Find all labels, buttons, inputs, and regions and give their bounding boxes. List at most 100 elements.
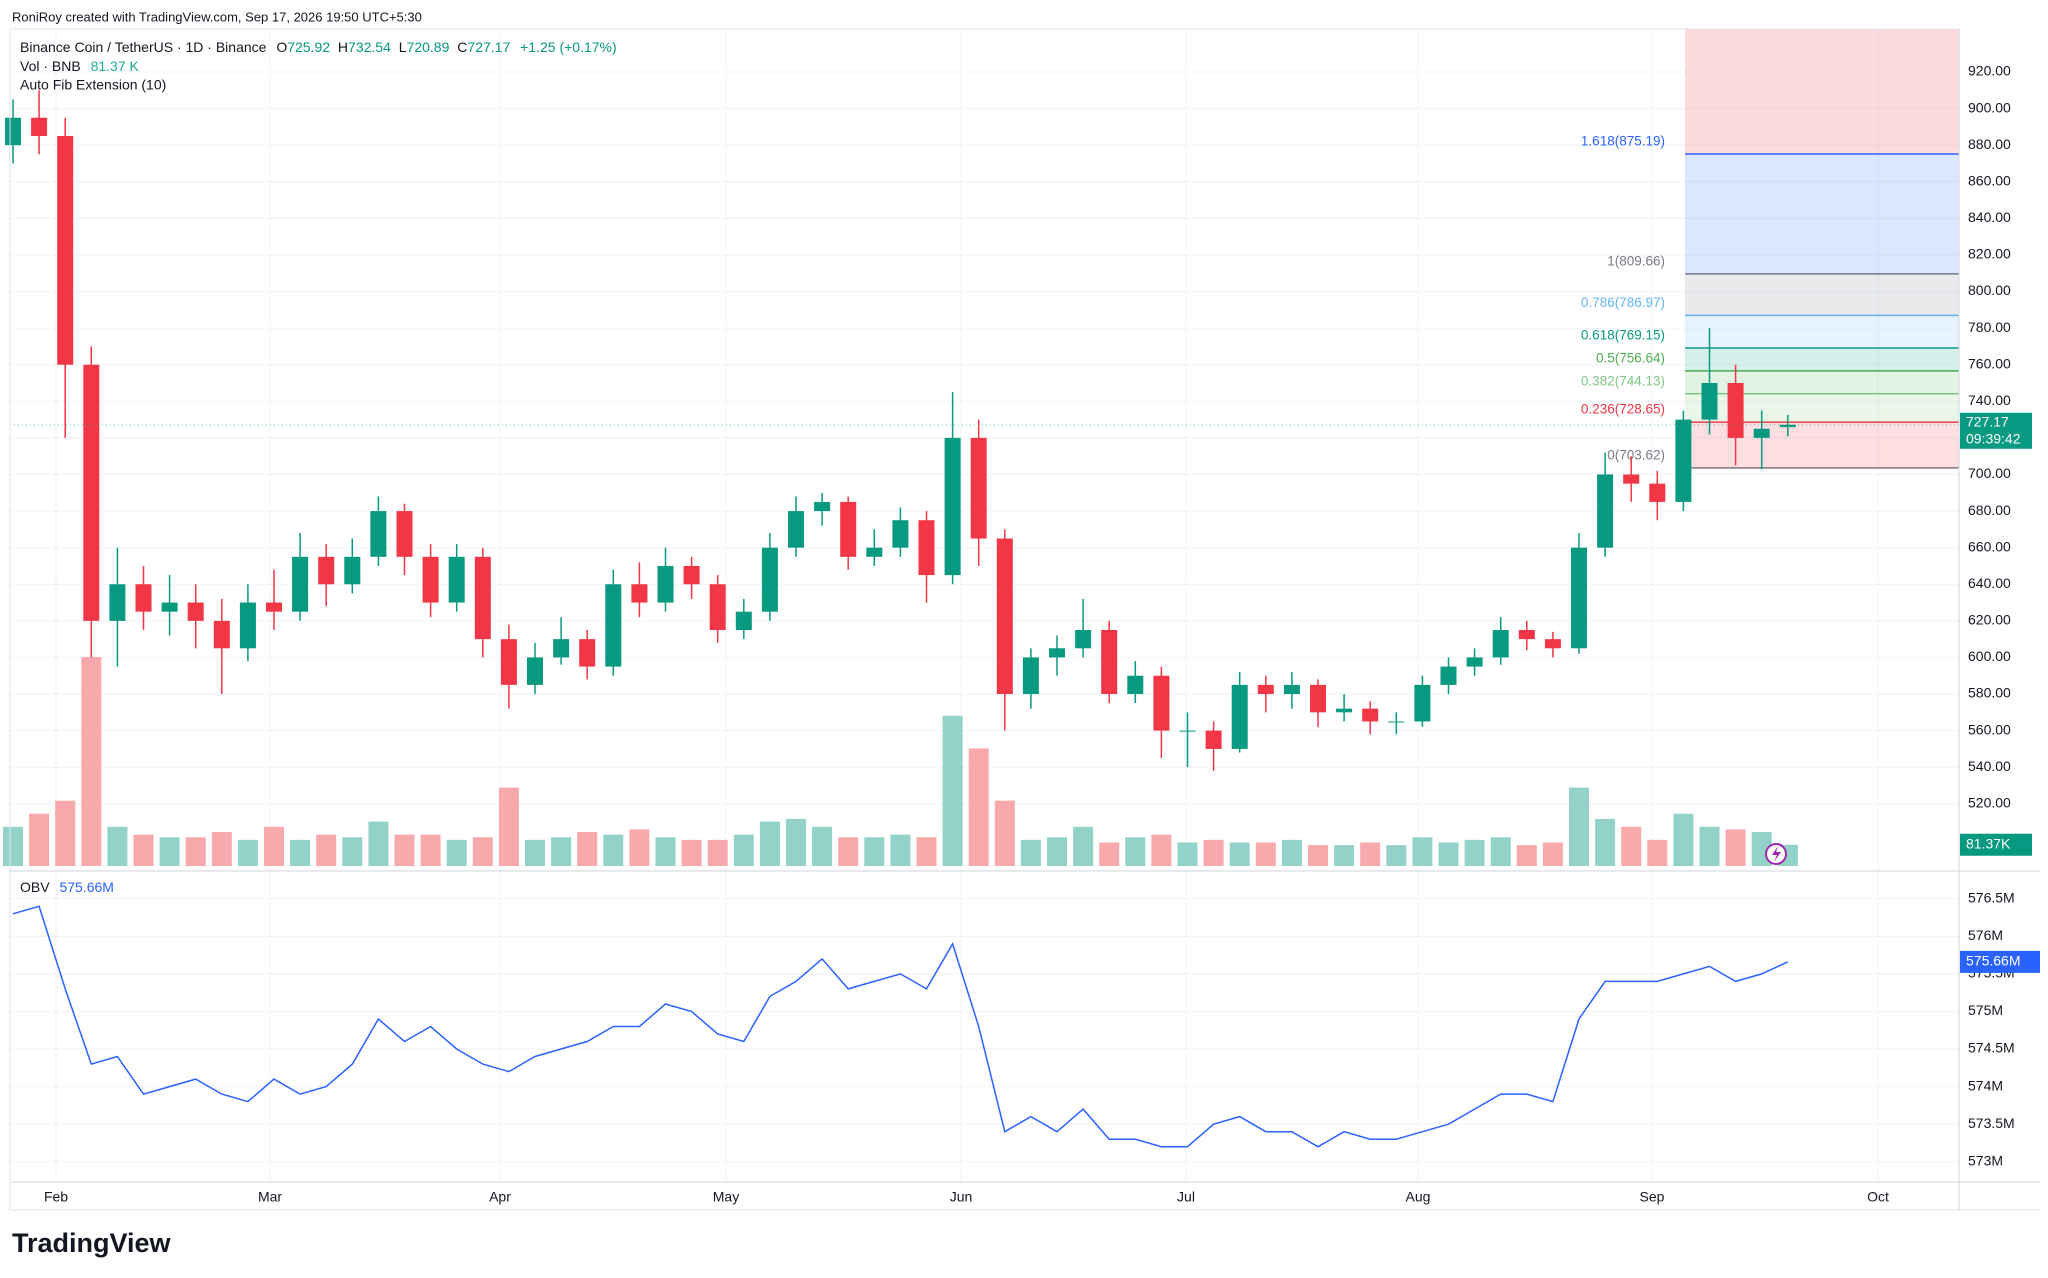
volume-bar — [1542, 842, 1563, 866]
obv-tag-label: 575.66M — [1966, 953, 2020, 969]
candle-body — [1492, 629, 1509, 658]
candle-body — [1179, 730, 1196, 732]
y-tick-label: 800.00 — [1968, 282, 2011, 298]
volume-bar — [237, 839, 258, 866]
volume-bar — [551, 837, 572, 866]
volume-bar — [1308, 845, 1328, 866]
fib-zone — [1685, 29, 1959, 154]
volume-bar — [786, 818, 806, 866]
candle-body — [918, 520, 935, 576]
candle-body — [1544, 639, 1561, 649]
volume-bar — [81, 657, 102, 866]
candle-body — [239, 602, 256, 649]
y-tick-label: 640.00 — [1968, 575, 2011, 591]
fib-zone — [1685, 370, 1959, 394]
last-price-tag — [1960, 412, 2032, 449]
y-tick-label: 900.00 — [1968, 99, 2011, 115]
x-tick-label: Oct — [1867, 1189, 1889, 1205]
candle-body — [187, 602, 204, 621]
change: +1.25 (+0.17%) — [520, 39, 617, 55]
y-tick-label: 820.00 — [1968, 246, 2011, 262]
volume-bar — [1673, 813, 1694, 866]
volume-bar — [1464, 839, 1485, 866]
volume-bar — [211, 832, 232, 866]
candle-body — [83, 364, 100, 621]
fib-zone — [1685, 347, 1959, 371]
candle-body — [1101, 629, 1118, 695]
fib-zone — [1685, 393, 1959, 423]
volume-bar — [1177, 842, 1198, 866]
candle-body — [213, 620, 230, 649]
fib-level-label: 0(703.62) — [1607, 447, 1665, 462]
candle-body — [1623, 474, 1640, 484]
volume-bar — [394, 834, 415, 866]
y-tick-label: 576.5M — [1968, 889, 2015, 905]
last-price-label: 727.17 — [1966, 413, 2009, 429]
o-label: O — [276, 39, 287, 55]
symbol: Binance Coin / TetherUS · 1D · Binance — [20, 39, 267, 55]
obv-line — [12, 905, 1789, 1148]
fib-level-label: 0.382(744.13) — [1581, 373, 1665, 388]
x-tick-label: Mar — [258, 1189, 282, 1205]
volume-bar — [368, 821, 389, 866]
y-tick-label: 620.00 — [1968, 612, 2011, 628]
countdown-label: 09:39:42 — [1966, 430, 2021, 446]
candle-body — [474, 556, 491, 640]
candle-body — [1440, 666, 1457, 685]
candle-body — [135, 584, 152, 612]
fib-zone — [1685, 153, 1959, 274]
x-tick-label: Jul — [1177, 1189, 1195, 1205]
volume-bar — [1360, 842, 1381, 866]
h-label: H — [338, 39, 348, 55]
fib-level-label: 0.236(728.65) — [1581, 402, 1665, 417]
candle-body — [1675, 419, 1692, 502]
candle-body — [1466, 657, 1483, 667]
volume-bar — [3, 826, 23, 866]
fib-zone — [1685, 273, 1959, 316]
volume-bar — [681, 839, 702, 866]
volume-value: 81.37 K — [91, 58, 140, 74]
volume-bar — [525, 839, 545, 866]
volume-bar — [1125, 837, 1146, 866]
ohlc-legend: Binance Coin / TetherUS · 1D · Binance O… — [20, 39, 617, 55]
candle-body — [996, 538, 1013, 695]
volume-bar — [55, 800, 76, 866]
y-tick-label: 600.00 — [1968, 648, 2011, 664]
y-tick-label: 574.5M — [1968, 1040, 2015, 1056]
volume-layer — [3, 657, 1798, 866]
high: 732.54 — [348, 39, 391, 55]
volume-bar — [707, 839, 728, 866]
y-tick-label: 680.00 — [1968, 502, 2011, 518]
y-tick-label: 840.00 — [1968, 209, 2011, 225]
volume-bar — [1047, 837, 1067, 866]
candle-body — [396, 511, 413, 557]
volume-bar — [994, 800, 1015, 866]
fib-layer: 0(703.62) 0.236(728.65) 0.382(744.13) 0.5(7… — [1581, 29, 1959, 469]
x-tick-label: Feb — [44, 1189, 68, 1205]
candle-body — [1518, 629, 1535, 640]
candle-body — [788, 511, 804, 548]
volume-bar — [603, 834, 624, 866]
candle-body — [1127, 675, 1144, 695]
candle-body — [866, 547, 883, 557]
volume-bar — [1020, 839, 1041, 866]
candle-body — [109, 584, 126, 621]
volume-bar — [1516, 845, 1537, 866]
volume-bar — [864, 837, 885, 866]
logo[interactable]: TradingView — [12, 1228, 172, 1258]
candle-body — [527, 657, 543, 685]
y-tick-label: 520.00 — [1968, 794, 2011, 810]
x-tick-label: Aug — [1406, 1189, 1431, 1205]
candle-body — [1022, 657, 1039, 695]
candle-body — [31, 117, 48, 137]
y-tick-label: 920.00 — [1968, 63, 2011, 79]
candle-body — [1571, 547, 1587, 649]
volume-bar — [1569, 787, 1589, 866]
x-tick-label: May — [713, 1189, 739, 1205]
y-tick-label: 576M — [1968, 927, 2003, 943]
candle-body — [1049, 648, 1065, 658]
candle-body — [57, 136, 74, 365]
volume-bar — [916, 837, 937, 866]
volume-bar — [1647, 839, 1668, 866]
